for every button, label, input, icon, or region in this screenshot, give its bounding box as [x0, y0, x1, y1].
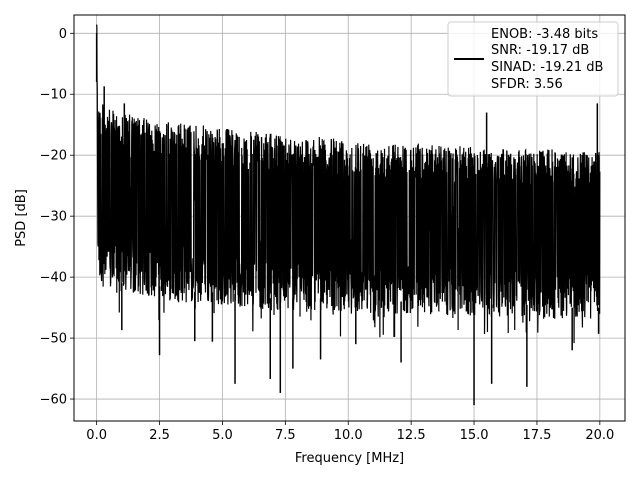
x-tick-label: 2.5 — [149, 428, 170, 443]
y-tick-label: −50 — [40, 332, 67, 347]
y-tick-label: −30 — [40, 210, 67, 225]
legend-sfdr: SFDR: 3.56 — [491, 77, 563, 92]
legend-enob: ENOB: -3.48 bits — [491, 27, 598, 42]
legend-snr: SNR: -19.17 dB — [491, 43, 589, 58]
legend: ENOB: -3.48 bits SNR: -19.17 dB SINAD: -… — [447, 21, 619, 97]
legend-sinad: SINAD: -19.21 dB — [491, 60, 603, 75]
x-tick-label: 12.5 — [397, 428, 426, 443]
x-tick-label: 0.0 — [86, 428, 107, 443]
psd-trace — [95, 24, 601, 406]
x-tick-label: 5.0 — [212, 428, 233, 443]
y-tick-label: −40 — [40, 271, 67, 286]
axis-ticks: 0.0 2.5 5.0 7.5 10.0 12.5 15.0 17.5 20.0 0 −10 −20 −… — [40, 27, 615, 443]
x-axis-label: Frequency [MHz] — [295, 451, 404, 466]
x-tick-label: 7.5 — [275, 428, 296, 443]
y-tick-label: −10 — [40, 88, 67, 103]
y-tick-label: −60 — [40, 393, 67, 408]
x-tick-label: 10.0 — [334, 428, 363, 443]
legend-frame — [447, 21, 619, 97]
plot-frame — [73, 14, 626, 422]
psd-line — [96, 24, 601, 344]
y-tick-label: −20 — [40, 149, 67, 164]
x-tick-label: 15.0 — [460, 428, 489, 443]
y-axis-label: PSD [dB] — [14, 189, 29, 247]
x-tick-label: 17.5 — [522, 428, 551, 443]
x-tick-label: 20.0 — [585, 428, 614, 443]
y-tick-label: 0 — [59, 27, 67, 42]
